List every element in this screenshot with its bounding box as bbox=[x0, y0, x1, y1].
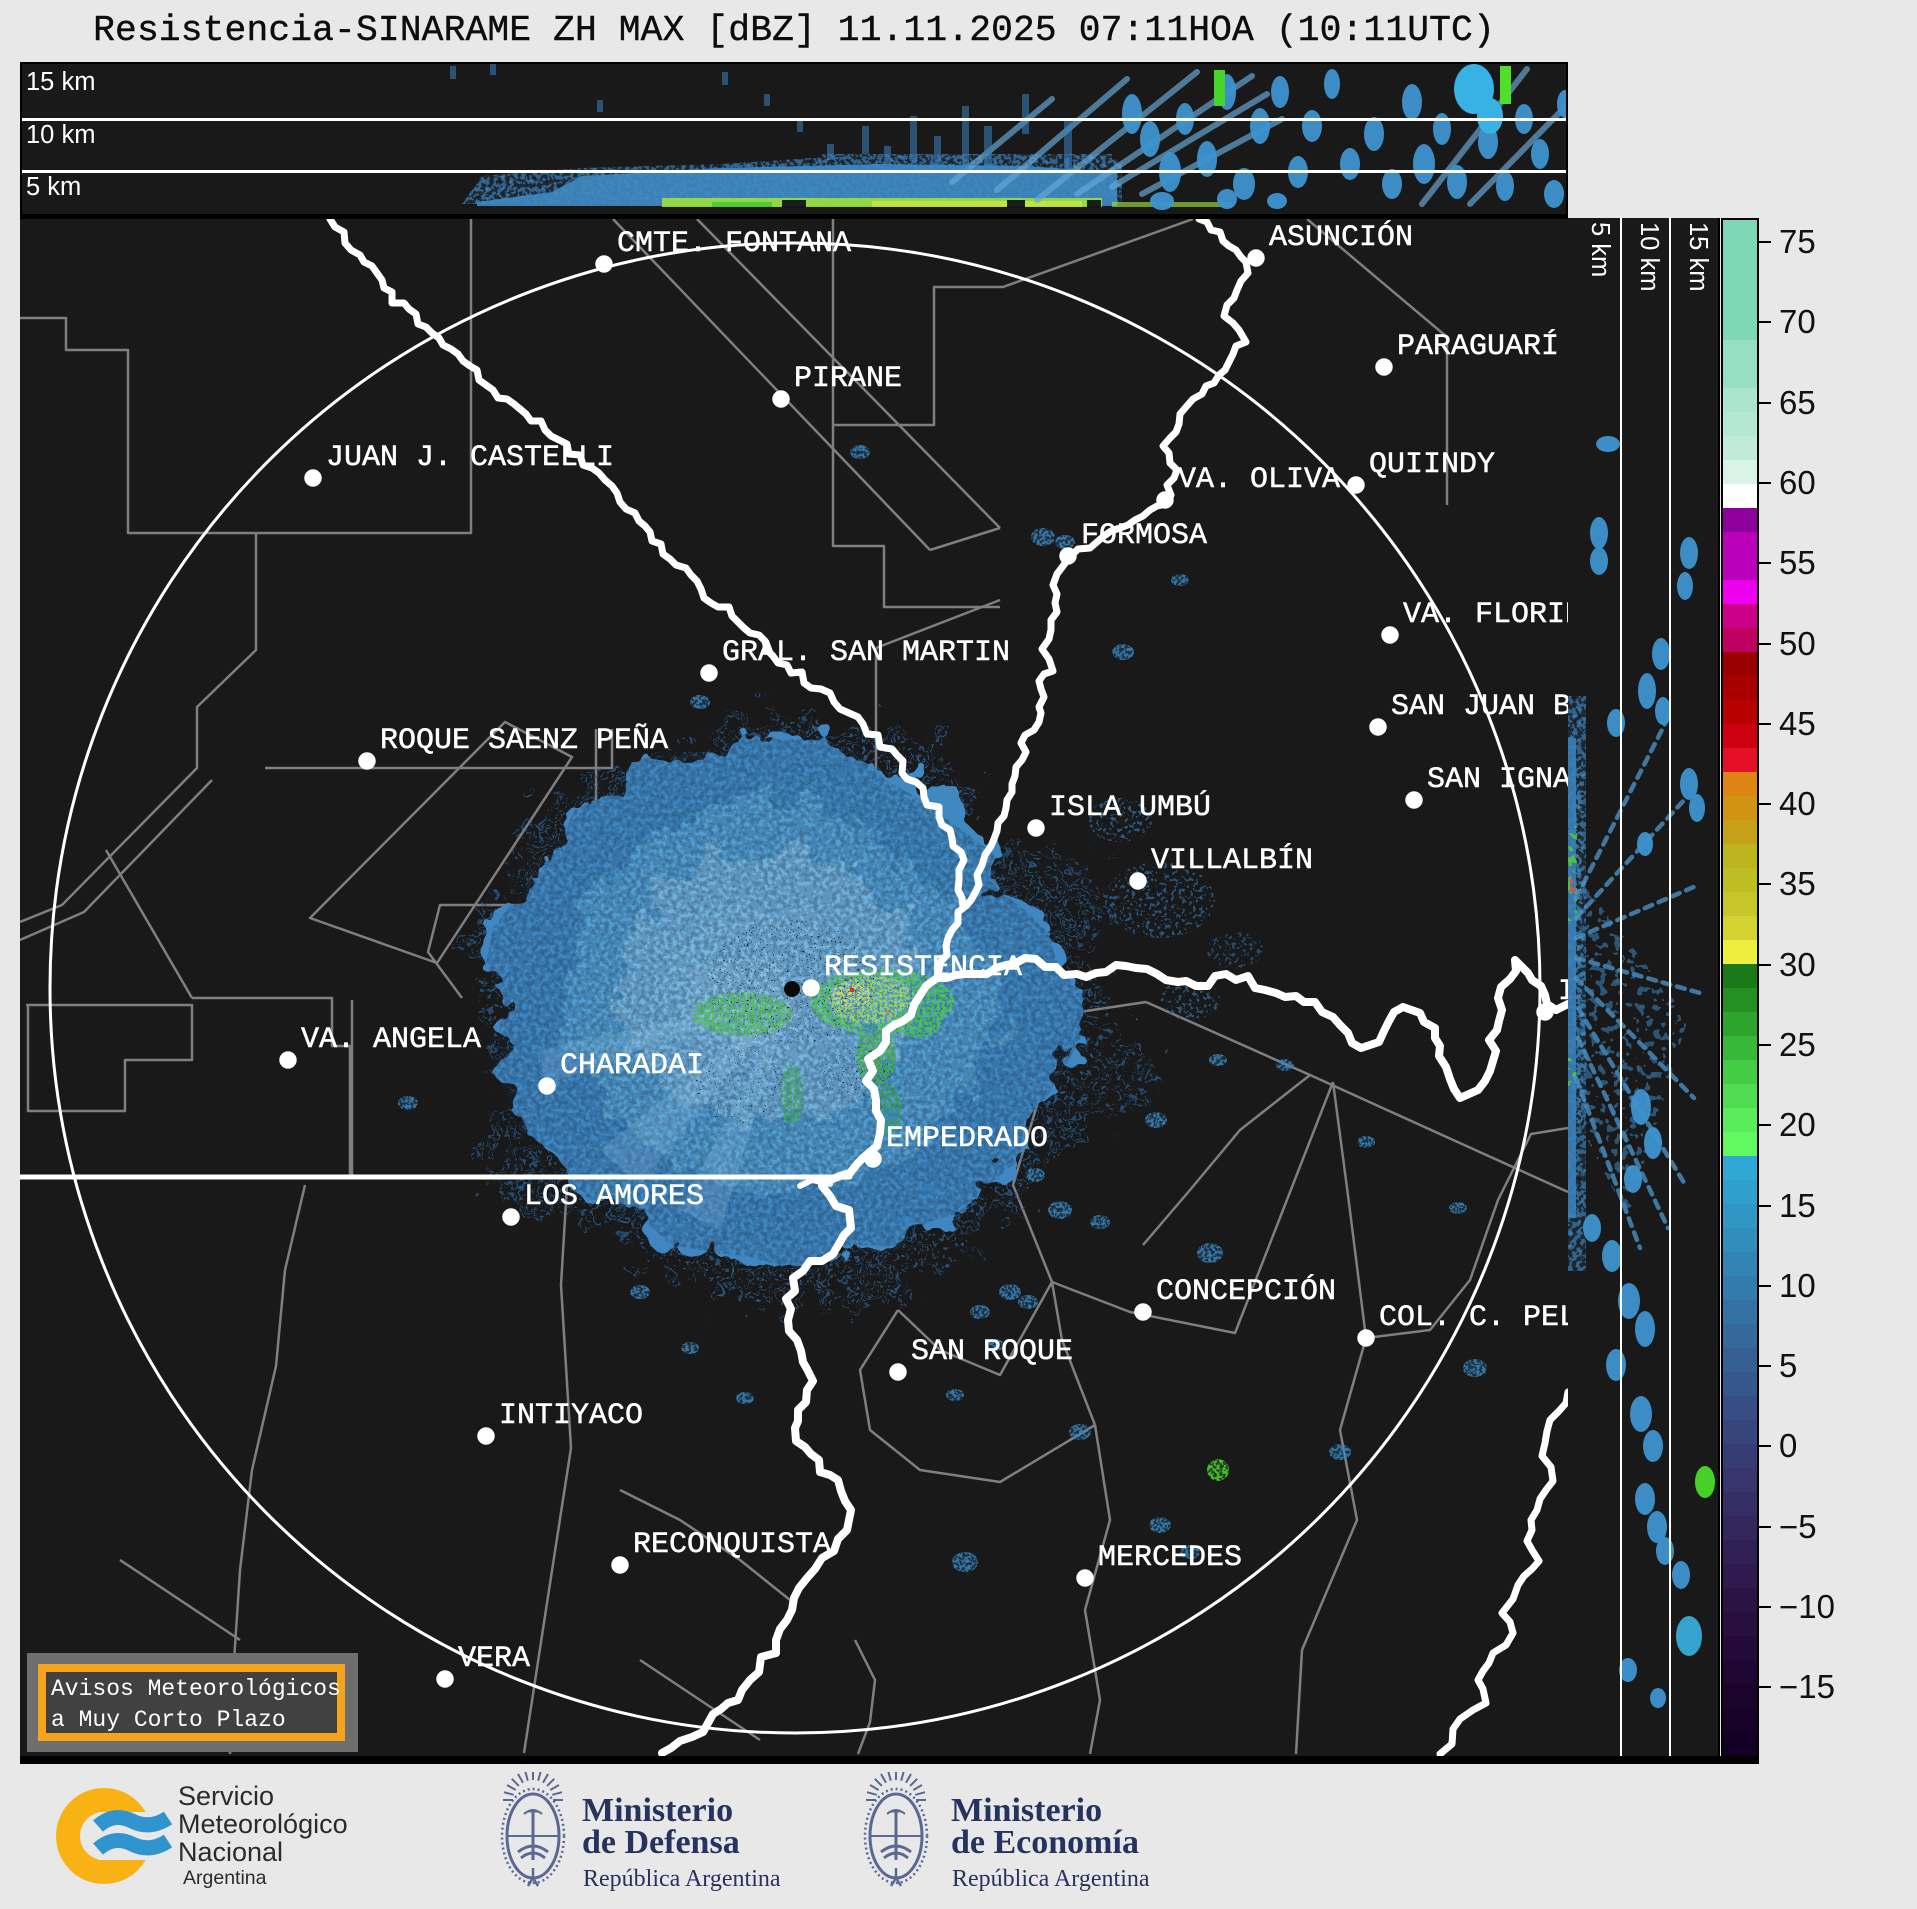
svg-text:CHARADAI: CHARADAI bbox=[560, 1049, 704, 1083]
svg-text:ISLA UMBÚ: ISLA UMBÚ bbox=[1049, 790, 1211, 825]
svg-text:FORMOSA: FORMOSA bbox=[1081, 519, 1207, 553]
svg-text:QUIINDY: QUIINDY bbox=[1369, 448, 1495, 482]
svg-text:VERA: VERA bbox=[458, 1642, 530, 1676]
svg-text:SAN ROQUE: SAN ROQUE bbox=[911, 1335, 1073, 1369]
svg-text:ITUZAINGÓ: ITUZAINGÓ bbox=[1558, 974, 1568, 1009]
svg-text:VILLALBÍN: VILLALBÍN bbox=[1151, 843, 1313, 878]
svg-text:PARAGUARÍ: PARAGUARÍ bbox=[1397, 329, 1559, 364]
svg-text:ROQUE SAENZ PEÑA: ROQUE SAENZ PEÑA bbox=[380, 723, 668, 758]
svg-text:CONCEPCIÓN: CONCEPCIÓN bbox=[1156, 1274, 1336, 1309]
svg-text:EMPEDRADO: EMPEDRADO bbox=[886, 1122, 1048, 1156]
svg-text:CMTE. FONTANA: CMTE. FONTANA bbox=[617, 227, 851, 261]
svg-text:COL. C. PELLEGRINI: COL. C. PELLEGRINI bbox=[1379, 1301, 1568, 1335]
svg-text:INTIYACO: INTIYACO bbox=[499, 1399, 643, 1433]
svg-text:PIRANE: PIRANE bbox=[794, 362, 902, 396]
svg-text:RESISTENCIA: RESISTENCIA bbox=[824, 951, 1022, 985]
svg-text:SAN JUAN BTA.: SAN JUAN BTA. bbox=[1391, 690, 1568, 724]
svg-text:ASUNCIÓN: ASUNCIÓN bbox=[1269, 220, 1413, 255]
svg-text:GRAL. SAN MARTIN: GRAL. SAN MARTIN bbox=[722, 636, 1010, 670]
svg-text:LOS AMORES: LOS AMORES bbox=[524, 1180, 704, 1214]
svg-text:VA. ANGELA: VA. ANGELA bbox=[301, 1023, 481, 1057]
svg-text:RECONQUISTA: RECONQUISTA bbox=[633, 1528, 831, 1562]
svg-text:MERCEDES: MERCEDES bbox=[1098, 1541, 1242, 1575]
svg-text:VA. OLIVA: VA. OLIVA bbox=[1178, 463, 1340, 497]
svg-text:VA. FLORIDA: VA. FLORIDA bbox=[1403, 598, 1568, 632]
svg-text:JUAN J. CASTELLI: JUAN J. CASTELLI bbox=[326, 441, 614, 475]
svg-text:SAN IGNACIO: SAN IGNACIO bbox=[1427, 763, 1568, 797]
